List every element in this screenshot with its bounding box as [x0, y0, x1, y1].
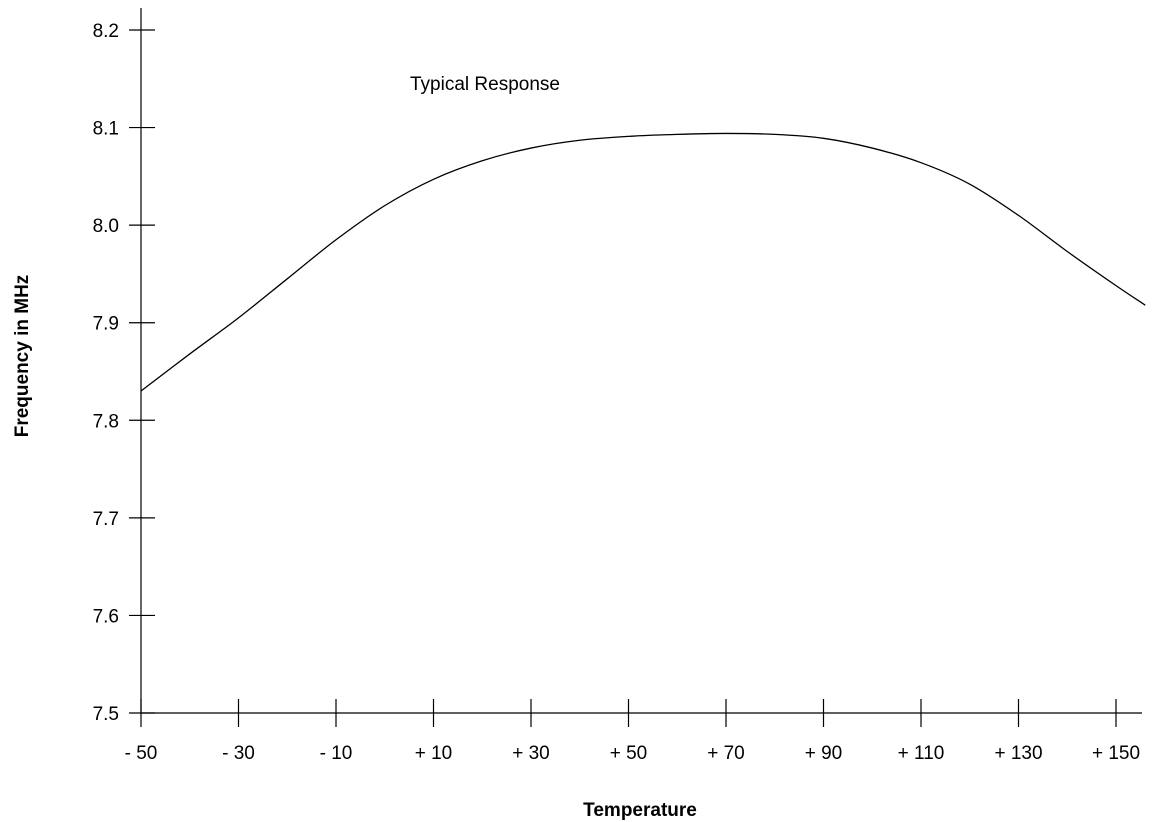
x-tick-label: + 50: [610, 743, 648, 764]
x-tick-label: + 130: [994, 743, 1042, 764]
y-tick-label: 7.8: [93, 411, 119, 432]
series-layer: [140, 132, 1146, 392]
x-tick-label: + 150: [1092, 743, 1140, 764]
y-tick-label: 7.5: [93, 704, 119, 725]
y-tick-label: 8.2: [93, 21, 119, 42]
y-tick-label: 7.7: [93, 509, 119, 530]
x-tick-label: - 30: [222, 743, 255, 764]
x-tick-label: + 10: [415, 743, 453, 764]
y-tick-label: 7.6: [93, 606, 119, 627]
axes: [140, 8, 1142, 714]
y-axis-ticks: 7.5 7.6 7.7 7.8 7.9 8.0 8.1 8.2: [93, 21, 155, 725]
x-axis-ticks: - 50 - 30 - 10 + 10 + 30 + 50 + 70 + 90 + 110 + 1…: [125, 699, 1140, 764]
y-tick-label: 7.9: [93, 314, 119, 335]
x-tick-label: - 10: [320, 743, 353, 764]
x-tick-label: + 90: [805, 743, 843, 764]
typical-response-annotation: Typical Response: [410, 74, 560, 95]
x-axis-title: Temperature: [583, 800, 697, 821]
series-line-0: [140, 132, 1146, 392]
y-axis-title: Frequency in MHz: [12, 275, 33, 438]
y-tick-label: 8.1: [93, 119, 119, 140]
x-tick-label: + 70: [707, 743, 745, 764]
x-tick-label: + 30: [512, 743, 550, 764]
x-tick-label: + 110: [898, 743, 945, 764]
y-tick-label: 8.0: [93, 216, 119, 237]
x-tick-label: - 50: [125, 743, 158, 764]
